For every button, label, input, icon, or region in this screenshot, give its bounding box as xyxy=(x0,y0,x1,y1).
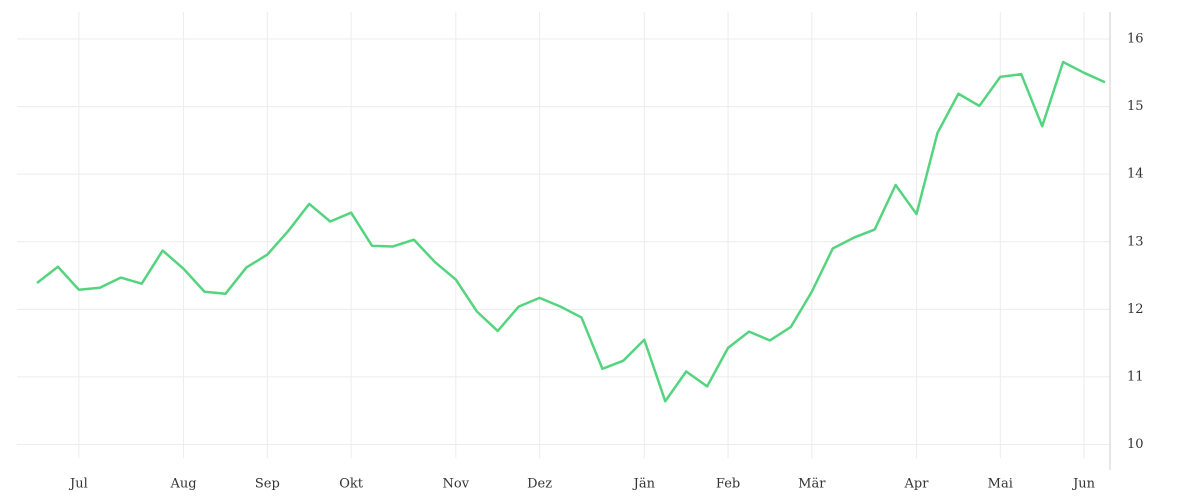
x-tick-label: Apr xyxy=(904,477,930,492)
x-tick-label: Mär xyxy=(798,477,826,492)
x-tick-label: Dez xyxy=(527,477,552,492)
x-tick-label: Feb xyxy=(716,477,740,492)
x-tick-label: Mai xyxy=(988,477,1013,492)
x-tick-label: Sep xyxy=(255,477,280,492)
y-tick-label: 14 xyxy=(1127,167,1144,182)
y-tick-label: 10 xyxy=(1127,437,1144,452)
x-tick-label: Jul xyxy=(68,477,88,492)
y-tick-label: 15 xyxy=(1127,99,1144,114)
y-tick-label: 11 xyxy=(1127,369,1144,384)
x-tick-label: Jun xyxy=(1071,477,1096,492)
y-tick-label: 13 xyxy=(1127,234,1144,249)
x-tick-label: Jän xyxy=(632,477,656,492)
x-tick-label: Okt xyxy=(339,477,364,492)
x-tick-label: Nov xyxy=(443,477,470,492)
y-tick-label: 16 xyxy=(1127,32,1144,47)
y-tick-label: 12 xyxy=(1127,302,1144,317)
line xyxy=(36,60,1106,403)
x-tick-label: Aug xyxy=(170,477,197,492)
